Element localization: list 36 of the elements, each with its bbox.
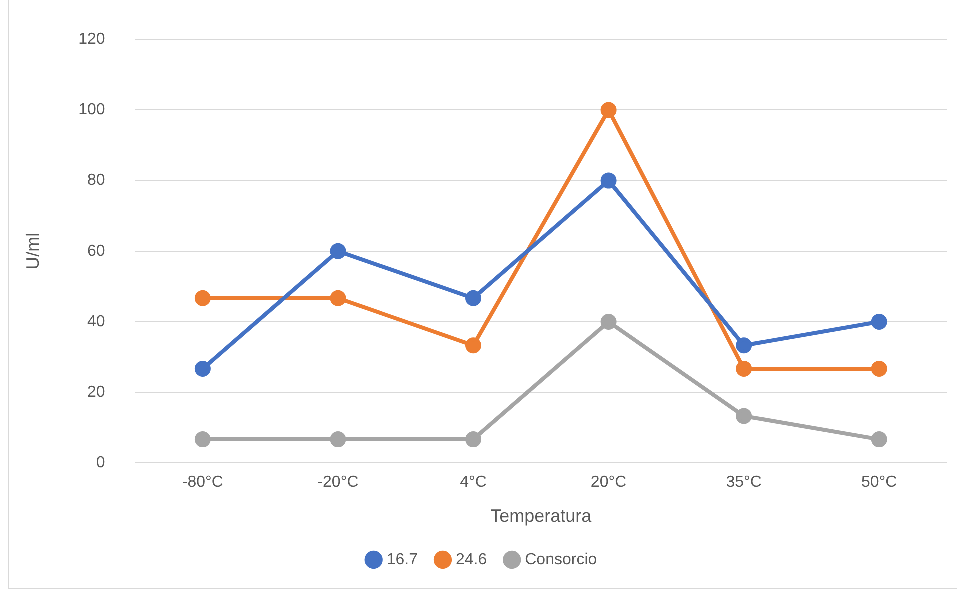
x-tick-label: 35°C [726, 474, 762, 492]
y-tick-label: 20 [88, 384, 106, 402]
y-tick-label: 0 [96, 454, 106, 472]
legend-label: 16.7 [386, 551, 418, 568]
x-tick-label: 4°C [460, 474, 487, 492]
point [736, 360, 752, 377]
y-axis-title: U/ml [22, 232, 43, 270]
point [466, 290, 482, 306]
y-tick-label: 60 [88, 242, 106, 260]
y-tick-label: 80 [88, 172, 106, 190]
point [466, 432, 482, 448]
point [871, 432, 888, 448]
point [330, 290, 346, 306]
point [194, 432, 211, 448]
point [871, 360, 888, 377]
y-tick-label: 120 [78, 31, 106, 48]
point [736, 338, 752, 354]
legend-label: 24.6 [456, 551, 488, 568]
x-tick-label: -20°C [318, 474, 359, 492]
point [330, 243, 346, 260]
y-tick-label: 100 [78, 102, 106, 119]
point [194, 360, 211, 377]
point [330, 432, 346, 448]
x-axis-title: Temperatura [490, 506, 593, 526]
point [600, 102, 617, 118]
legend-label: Consorcio [525, 551, 598, 568]
x-tick-label: -80°C [182, 474, 224, 492]
y-tick-label: 40 [88, 313, 106, 330]
point [600, 172, 617, 189]
point [466, 338, 482, 354]
x-tick-label: 20°C [590, 474, 627, 492]
point [736, 408, 752, 424]
point [600, 314, 617, 330]
point [871, 314, 888, 330]
point [194, 290, 211, 306]
x-tick-label: 50°C [861, 474, 898, 492]
